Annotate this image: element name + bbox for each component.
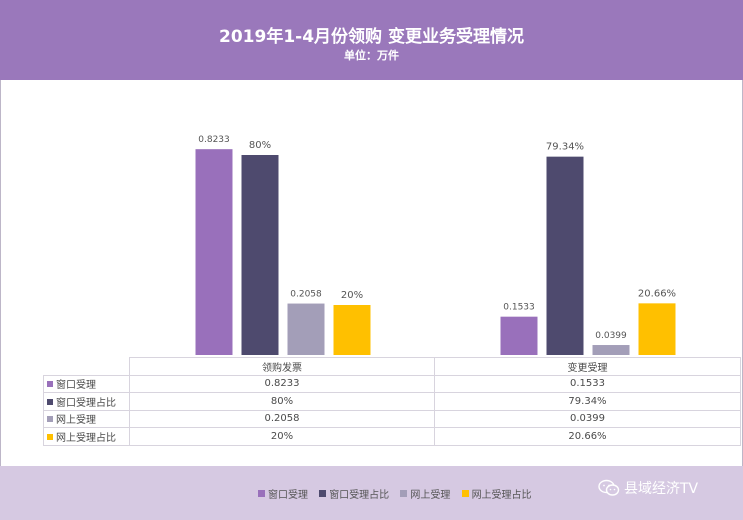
table-row: 网上受理占比 20% 20.66% [43,427,741,446]
bar [592,345,630,355]
bar [241,155,279,355]
legend-item: 窗口受理 [258,486,308,501]
table-col-header: 领购发票 [129,357,435,376]
chart-subtitle: 单位：万件 [344,49,399,62]
bar [638,303,676,355]
table-row: 网上受理 0.2058 0.0399 [43,409,741,428]
table-header-row: 领购发票 变更受理 [43,357,741,376]
legend-label: 网上受理占比 [471,490,532,501]
series-swatch [47,381,53,388]
bar-value-label: 0.1533 [503,303,535,313]
table-row-header: 网上受理占比 [43,427,130,446]
bar [195,149,233,355]
table-row: 窗口受理 0.8233 0.1533 [43,374,741,393]
table-corner [43,357,130,376]
table-cell: 0.0399 [434,409,741,428]
table-cell: 0.1533 [434,374,741,393]
legend-item: 网上受理占比 [461,486,532,501]
bar-value-label: 80% [249,140,271,151]
bar [333,305,371,355]
table-cell: 0.2058 [129,409,435,428]
legend-swatch [258,490,265,497]
table-cell: 80% [129,392,435,411]
legend-swatch [400,490,408,497]
table-row-header: 窗口受理占比 [43,392,130,411]
bar-value-label: 0.0399 [595,331,627,341]
table-cell: 20.66% [434,427,741,446]
legend-item: 网上受理 [400,486,450,501]
chart-legend: 窗口受理 窗口受理占比 网上受理 网上受理占比 [258,486,540,501]
legend-label: 网上受理 [410,490,451,501]
legend-label: 窗口受理占比 [329,490,390,501]
series-swatch [47,416,53,423]
series-swatch [47,433,53,440]
row-label: 窗口受理 [56,380,96,392]
bar-value-label: 20% [341,290,363,301]
bar [500,316,538,355]
bar-value-label: 79.34% [546,142,584,153]
watermark-text: 县域经济TV [624,481,699,497]
bar-plot: 0.8233 80% 0.2058 20% 0.1533 79.34% 0.0399 20.6… [195,135,676,355]
bar-value-label: 20.66% [638,288,676,299]
data-table: 领购发票 变更受理 窗口受理 0.8233 0.1533 窗口受理占比 80% … [43,357,741,446]
legend-swatch [461,490,469,497]
row-label: 网上受理 [56,415,96,427]
row-label: 窗口受理占比 [56,397,116,409]
table-cell: 79.34% [434,392,741,411]
table-row: 窗口受理占比 80% 79.34% [43,392,741,411]
legend-label: 窗口受理 [268,490,308,501]
table-cell: 20% [129,427,435,446]
table-row-header: 网上受理 [43,409,130,428]
table-row-header: 窗口受理 [43,374,130,393]
wechat-icon [598,479,620,496]
watermark: 县域经济TV [598,478,698,498]
table-cell: 0.8233 [129,374,435,393]
bar [287,303,325,355]
bar-value-label: 0.8233 [198,135,230,145]
footer-band [0,466,743,520]
chart-header: 2019年1-4月份领购 变更业务受理情况 单位：万件 [0,0,743,80]
legend-item: 窗口受理占比 [319,486,389,501]
row-label: 网上受理占比 [56,432,116,444]
chart-title: 2019年1-4月份领购 变更业务受理情况 [219,27,524,47]
bar-value-label: 0.2058 [290,290,322,300]
table-col-header: 变更受理 [434,357,741,376]
bar [546,156,584,355]
legend-swatch [319,490,327,497]
series-swatch [47,398,53,405]
